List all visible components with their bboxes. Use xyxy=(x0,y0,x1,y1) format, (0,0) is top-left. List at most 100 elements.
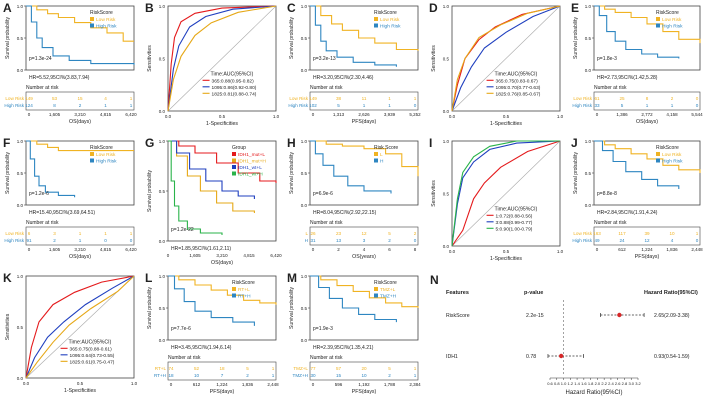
x-tick-label: 6,420 xyxy=(270,253,282,258)
legend-swatch xyxy=(374,287,378,291)
y-tick-label: 1.0 xyxy=(443,4,450,9)
x-tick-label: 3,939 xyxy=(384,112,396,117)
risk-count: 0 xyxy=(104,238,107,243)
legend-label: High Risk xyxy=(662,24,683,30)
x-tick-label: 1,224 xyxy=(216,382,228,387)
x-tick-label: 4,815 xyxy=(100,247,112,252)
risk-row-label: RT+H xyxy=(154,373,166,378)
risk-row-label: TMZ+L xyxy=(293,366,308,371)
roc-curve xyxy=(451,5,561,112)
risk-count: 0 xyxy=(696,238,699,243)
legend-title: Risk Score xyxy=(374,145,398,151)
risk-table-frame xyxy=(25,91,135,111)
legend-label: TMZ+H xyxy=(380,294,397,300)
risk-row-label: High Risk xyxy=(4,238,24,243)
forest-point xyxy=(558,353,564,359)
risk-table-title: Number at risk xyxy=(594,220,627,226)
x-tick-label: 2.4 xyxy=(608,381,614,386)
risk-table-frame xyxy=(309,226,419,246)
p-value: p=1.3e-24 xyxy=(29,56,52,62)
x-tick-label: 612 xyxy=(618,247,626,252)
y-axis-label: Survival probability xyxy=(573,152,579,194)
legend-swatch xyxy=(374,158,378,163)
reference-diagonal xyxy=(167,5,277,112)
risk-table-frame xyxy=(167,361,277,381)
legend-label: 1095:0.86(0.92-0.80) xyxy=(212,85,257,91)
risk-table-frame xyxy=(309,361,419,381)
km-curve-tmz-l xyxy=(310,275,419,308)
y-axis-label: Survival probability xyxy=(573,17,579,59)
panel-letter: M xyxy=(287,271,297,285)
x-tick-label: 0 xyxy=(312,247,315,252)
panel-letter: D xyxy=(429,1,438,15)
y-axis-label: Survival probability xyxy=(289,152,295,194)
legend-swatch xyxy=(232,165,236,169)
risk-table-frame xyxy=(593,91,701,111)
x-axis-label: OS(days) xyxy=(69,254,91,260)
risk-count: 163 xyxy=(593,231,601,236)
x-tick-label: 4,815 xyxy=(100,112,112,117)
panel-letter: K xyxy=(3,271,12,285)
x-tick-label: 3,210 xyxy=(74,247,86,252)
x-tick-label: 0.0 xyxy=(449,114,456,119)
legend-title: RiskScore xyxy=(232,280,255,286)
x-axis-label: 1-Specificities xyxy=(490,256,522,262)
x-axis-label: 1-Specificities xyxy=(206,121,238,127)
risk-row-label: RT+L xyxy=(155,366,167,371)
risk-count: 1 xyxy=(388,96,391,101)
x-tick-label: 0 xyxy=(167,253,170,258)
legend-label: 1095:0.64(0.73-0.55) xyxy=(70,353,115,359)
risk-count: 33 xyxy=(594,103,600,108)
hazard-ratio: HR=1.85,95CI%(1.61,2.11) xyxy=(171,246,231,252)
risk-count: 11 xyxy=(362,96,367,101)
roc-curve xyxy=(451,140,561,247)
x-tick-label: 3.0 xyxy=(628,381,634,386)
y-tick-label: 1.0 xyxy=(301,274,308,279)
x-tick-label: 3,210 xyxy=(74,112,86,117)
risk-table-title: Number at risk xyxy=(26,220,59,226)
risk-count: 1 xyxy=(671,103,674,108)
risk-table-title: Number at risk xyxy=(594,85,627,91)
risk-count: 1 xyxy=(414,373,417,378)
p-value: p=1.8e-3 xyxy=(597,56,617,62)
y-axis-label: Survival probability xyxy=(289,17,295,59)
risk-count: 53 xyxy=(52,96,58,101)
legend-label: 365:0.75(0.88-0.61) xyxy=(70,346,113,352)
risk-count: 24 xyxy=(619,238,625,243)
risk-row-label: Low Risk xyxy=(289,96,308,101)
y-tick-label: 1.0 xyxy=(301,139,308,144)
p-value: p=7.7e-6 xyxy=(171,326,191,332)
x-tick-label: 0.5 xyxy=(219,114,226,119)
risk-count: 52 xyxy=(194,366,200,371)
legend-label: 1825:0.61(0.75-0.47) xyxy=(70,359,115,365)
y-tick-label: 0.0 xyxy=(159,109,166,114)
x-tick-label: 1.2 xyxy=(568,381,574,386)
hazard-ratio: HR=3.45,95CI%(1.94,6.14) xyxy=(171,345,232,351)
plot-frame xyxy=(25,275,135,379)
y-tick-label: 1.0 xyxy=(159,4,166,9)
y-tick-label: 0.0 xyxy=(585,68,592,73)
y-tick-label: 0.0 xyxy=(301,68,308,73)
y-tick-label: 0.5 xyxy=(17,36,24,41)
legend-label: Low Risk xyxy=(380,17,400,23)
legend-label: 1095:0.70(0.77-0.63) xyxy=(496,85,541,91)
y-tick-label: 0.0 xyxy=(301,203,308,208)
y-tick-label: 1.0 xyxy=(17,4,24,9)
p-value: p=1.2e-22 xyxy=(171,227,194,233)
x-tick-label: 1,836 xyxy=(666,247,678,252)
legend-title: Time:AUC(95%CI) xyxy=(211,71,254,77)
risk-row-label: High Risk xyxy=(572,103,592,108)
risk-count: 23 xyxy=(336,231,342,236)
roc-curve xyxy=(25,275,135,379)
x-tick-label: 596 xyxy=(335,382,343,387)
panel-letter: L xyxy=(145,271,152,285)
risk-count: 2 xyxy=(388,373,391,378)
x-axis-label: OS(days) xyxy=(211,260,233,266)
km-curve-high-risk xyxy=(310,5,397,67)
risk-row-label: High Risk xyxy=(572,238,592,243)
p-value: p=8.8e-8 xyxy=(597,191,617,197)
plot-frame xyxy=(451,140,561,247)
x-tick-label: 2.8 xyxy=(622,381,628,386)
legend-swatch xyxy=(90,158,94,163)
legend-swatch xyxy=(656,158,660,163)
